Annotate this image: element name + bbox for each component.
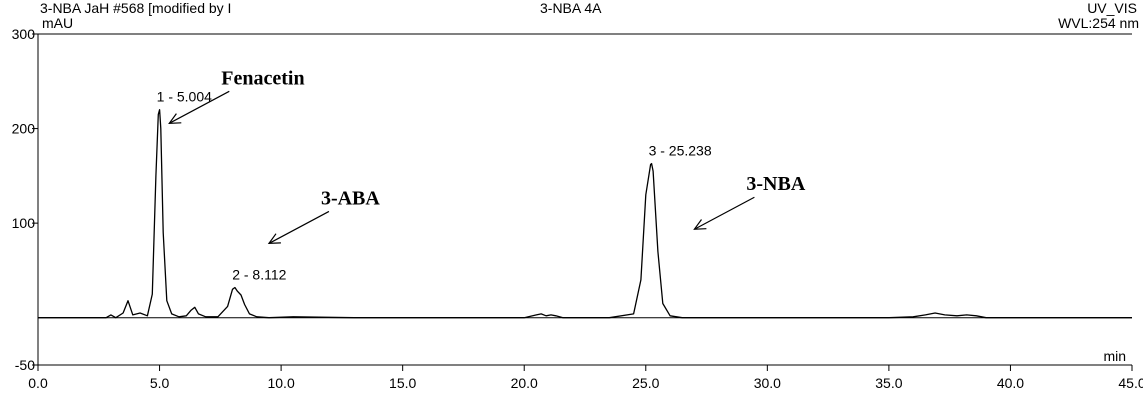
- trace-layer: [38, 109, 1132, 319]
- compound-label: 3-ABA: [321, 187, 380, 209]
- arrow-line: [268, 210, 330, 244]
- y-tick-label: -50: [15, 357, 35, 373]
- y-tick-label: 300: [12, 26, 36, 42]
- peak-label: 3 - 25.238: [649, 143, 712, 159]
- x-tick-label: 30.0: [754, 375, 781, 391]
- x-tick-label: 40.0: [997, 375, 1024, 391]
- wavelength-label: WVL:254 nm: [1058, 15, 1139, 31]
- x-tick-label: 5.0: [150, 375, 170, 391]
- arrow-line: [168, 90, 230, 124]
- header-center: 3-NBA 4A: [540, 0, 602, 16]
- annotations: Fenacetin 3-ABA 3-NBA: [168, 67, 806, 245]
- x-axis-unit: min: [1103, 348, 1126, 364]
- series-line: [38, 109, 1132, 319]
- x-tick-label: 10.0: [267, 375, 294, 391]
- x-tick-label: 25.0: [632, 375, 659, 391]
- x-tick-label: 45.0: [1118, 375, 1143, 391]
- arrow-head: [168, 113, 182, 124]
- arrow-head: [693, 219, 707, 230]
- compound-label: 3-NBA: [746, 173, 805, 195]
- x-tick-label: 35.0: [875, 375, 902, 391]
- y-axis: -50 100 200 300: [12, 26, 38, 373]
- header-left: 3-NBA JaH #568 [modified by I: [40, 0, 231, 16]
- arrow-head: [267, 233, 281, 245]
- peak-label: 2 - 8.112: [232, 266, 286, 282]
- arrow-line: [694, 196, 755, 230]
- peak-labels: 1 - 5.004 2 - 8.112 3 - 25.238: [157, 89, 712, 283]
- x-tick-label: 20.0: [511, 375, 538, 391]
- x-axis: 0.0 5.0 10.0 15.0 20.0 25.0 30.0 35.0 40.0 45.0: [28, 365, 1143, 391]
- y-tick-label: 200: [12, 121, 36, 137]
- peak-label: 1 - 5.004: [157, 89, 212, 105]
- y-tick-label: 100: [12, 215, 36, 231]
- compound-label: Fenacetin: [221, 67, 304, 89]
- x-tick-label: 0.0: [28, 375, 48, 391]
- x-tick-label: 15.0: [389, 375, 416, 391]
- header-right: UV_VIS: [1087, 0, 1137, 16]
- y-axis-unit: mAU: [42, 15, 73, 31]
